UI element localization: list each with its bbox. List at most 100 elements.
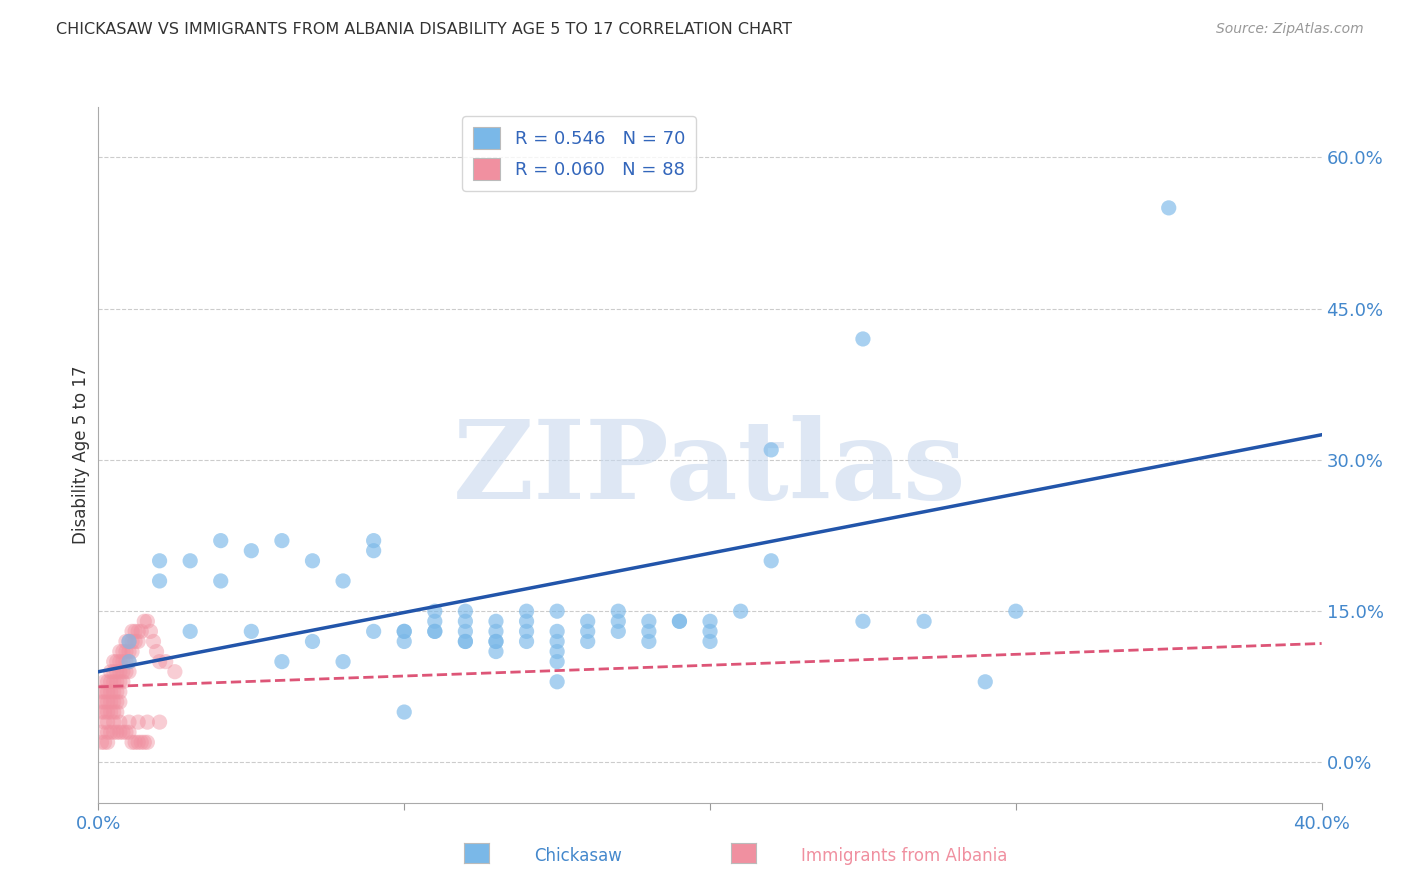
Point: [516, 624, 538, 639]
Point: [546, 624, 568, 639]
Point: [423, 624, 446, 639]
Point: [124, 624, 146, 639]
Point: [759, 554, 782, 568]
Point: [93, 705, 115, 719]
Point: [134, 735, 156, 749]
Point: [637, 624, 661, 639]
Point: [485, 615, 508, 629]
Point: [301, 634, 323, 648]
Point: [100, 674, 122, 689]
Text: Chickasaw: Chickasaw: [534, 847, 621, 865]
Point: [115, 644, 138, 658]
Point: [134, 615, 156, 629]
Point: [93, 735, 115, 749]
Point: [115, 634, 138, 648]
Point: [118, 634, 141, 648]
Point: [332, 655, 354, 669]
Point: [108, 725, 131, 739]
Point: [90, 685, 112, 699]
Point: [454, 624, 477, 639]
Point: [103, 715, 125, 730]
Point: [546, 634, 568, 648]
Point: [576, 624, 599, 639]
Point: [454, 634, 477, 648]
Point: [108, 715, 131, 730]
Point: [124, 735, 146, 749]
Point: [699, 615, 721, 629]
Point: [179, 554, 201, 568]
Point: [454, 604, 477, 618]
Point: [118, 715, 141, 730]
Point: [90, 705, 112, 719]
Point: [485, 634, 508, 648]
Point: [546, 655, 568, 669]
Point: [97, 735, 120, 749]
Point: [363, 543, 385, 558]
Point: [118, 644, 141, 658]
Point: [136, 615, 159, 629]
Point: [149, 554, 172, 568]
Point: [454, 615, 477, 629]
Point: [97, 715, 120, 730]
Point: [139, 624, 162, 639]
Point: [668, 615, 690, 629]
Text: CHICKASAW VS IMMIGRANTS FROM ALBANIA DISABILITY AGE 5 TO 17 CORRELATION CHART: CHICKASAW VS IMMIGRANTS FROM ALBANIA DIS…: [56, 22, 792, 37]
Point: [90, 735, 112, 749]
Point: [270, 533, 292, 548]
Point: [108, 695, 131, 709]
Point: [103, 685, 125, 699]
Point: [100, 695, 122, 709]
Point: [105, 685, 128, 699]
Y-axis label: Disability Age 5 to 17: Disability Age 5 to 17: [72, 366, 90, 544]
Point: [108, 685, 131, 699]
Point: [108, 644, 131, 658]
Point: [240, 543, 263, 558]
Point: [149, 655, 172, 669]
Point: [209, 533, 232, 548]
Point: [1004, 604, 1026, 618]
Point: [103, 725, 125, 739]
Point: [121, 634, 143, 648]
Point: [93, 674, 115, 689]
Point: [607, 624, 630, 639]
Point: [454, 634, 477, 648]
Point: [93, 685, 115, 699]
Point: [115, 655, 138, 669]
Point: [118, 655, 141, 669]
Point: [97, 674, 120, 689]
Point: [121, 644, 143, 658]
Text: Immigrants from Albania: Immigrants from Albania: [801, 847, 1008, 865]
Point: [485, 624, 508, 639]
Point: [129, 735, 152, 749]
Point: [103, 665, 125, 679]
Point: [118, 634, 141, 648]
Point: [179, 624, 201, 639]
Point: [127, 715, 149, 730]
Point: [699, 634, 721, 648]
Point: [974, 674, 997, 689]
Text: Source: ZipAtlas.com: Source: ZipAtlas.com: [1216, 22, 1364, 37]
Point: [637, 634, 661, 648]
Text: ZIPatlas: ZIPatlas: [453, 416, 967, 523]
Point: [423, 604, 446, 618]
Point: [668, 615, 690, 629]
Point: [142, 634, 165, 648]
Point: [576, 615, 599, 629]
Point: [118, 665, 141, 679]
Point: [111, 644, 134, 658]
Point: [118, 655, 141, 669]
Point: [136, 735, 159, 749]
Point: [423, 615, 446, 629]
Point: [111, 725, 134, 739]
Point: [127, 634, 149, 648]
Point: [730, 604, 752, 618]
Point: [576, 634, 599, 648]
Point: [759, 442, 782, 457]
Point: [270, 655, 292, 669]
Point: [105, 705, 128, 719]
Point: [105, 695, 128, 709]
Point: [97, 695, 120, 709]
Point: [699, 624, 721, 639]
Point: [516, 634, 538, 648]
Point: [149, 574, 172, 588]
